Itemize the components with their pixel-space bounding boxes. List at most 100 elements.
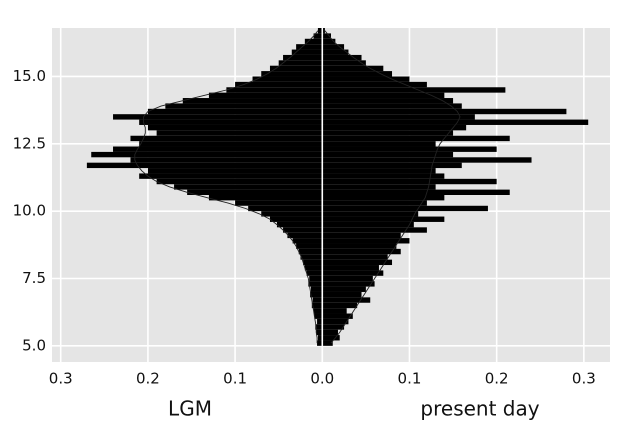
bar bbox=[322, 232, 401, 239]
bar bbox=[322, 178, 497, 185]
bar bbox=[182, 98, 323, 104]
bar bbox=[322, 318, 349, 325]
bar bbox=[322, 60, 366, 66]
bar bbox=[310, 286, 323, 292]
bar bbox=[322, 146, 497, 152]
bar bbox=[292, 238, 323, 244]
x-tick-label: 0.1 bbox=[398, 370, 422, 388]
bar bbox=[283, 54, 323, 61]
bar bbox=[252, 76, 323, 82]
bar bbox=[322, 124, 467, 131]
bar bbox=[165, 103, 323, 109]
bar bbox=[291, 49, 323, 55]
bar bbox=[322, 28, 325, 34]
axis-label: present day bbox=[420, 397, 539, 421]
bar bbox=[322, 71, 393, 77]
bar bbox=[322, 221, 414, 228]
bar bbox=[113, 114, 323, 120]
bar bbox=[322, 162, 462, 169]
bar bbox=[322, 243, 397, 249]
bar bbox=[322, 108, 567, 115]
y-tick-label: 15.0 bbox=[13, 67, 46, 85]
bar bbox=[315, 324, 323, 330]
bar bbox=[322, 335, 340, 341]
bar bbox=[269, 216, 323, 222]
bar bbox=[316, 329, 323, 336]
bar bbox=[147, 108, 323, 115]
bar bbox=[174, 184, 323, 190]
bar bbox=[226, 87, 323, 93]
bar bbox=[322, 275, 373, 282]
bar bbox=[261, 71, 323, 77]
bar bbox=[322, 302, 358, 309]
bar bbox=[317, 318, 323, 325]
bar bbox=[322, 33, 331, 39]
bar bbox=[91, 151, 323, 158]
bar bbox=[156, 178, 323, 185]
bar bbox=[322, 329, 338, 336]
bar bbox=[322, 324, 345, 330]
bar bbox=[322, 49, 349, 55]
bar bbox=[248, 205, 323, 212]
bar bbox=[313, 308, 323, 314]
bar bbox=[317, 340, 323, 346]
bar bbox=[322, 195, 445, 201]
bar bbox=[306, 270, 323, 276]
bar bbox=[322, 281, 375, 287]
density-line bbox=[134, 30, 319, 344]
bar bbox=[276, 221, 323, 228]
bar bbox=[139, 119, 323, 125]
x-tick-label: 0.0 bbox=[310, 370, 334, 388]
bar bbox=[322, 297, 371, 303]
bar bbox=[235, 81, 323, 88]
bar bbox=[322, 141, 436, 147]
bar bbox=[322, 184, 436, 190]
bar bbox=[303, 259, 323, 266]
y-tick-label: 5.0 bbox=[22, 336, 46, 354]
bar bbox=[322, 248, 401, 255]
bar bbox=[130, 157, 323, 163]
bar bbox=[322, 189, 510, 195]
bar bbox=[269, 65, 323, 72]
y-tick-label: 12.5 bbox=[13, 134, 46, 152]
bar bbox=[147, 124, 323, 131]
bar bbox=[187, 189, 323, 195]
bar bbox=[322, 151, 454, 158]
bar bbox=[322, 119, 589, 125]
bar bbox=[322, 259, 393, 266]
bar bbox=[322, 227, 427, 233]
bar bbox=[322, 92, 445, 99]
bar bbox=[322, 211, 419, 217]
bar bbox=[156, 130, 323, 136]
bar bbox=[322, 173, 445, 179]
bar bbox=[322, 65, 384, 72]
x-tick-label: 0.2 bbox=[485, 370, 509, 388]
bar bbox=[322, 308, 347, 314]
bar bbox=[322, 130, 454, 136]
x-tick-label: 0.2 bbox=[136, 370, 160, 388]
bar bbox=[313, 33, 323, 39]
density-line bbox=[324, 30, 461, 344]
bar bbox=[300, 254, 323, 260]
bar bbox=[322, 103, 462, 109]
bar bbox=[322, 270, 384, 276]
bar bbox=[314, 313, 323, 319]
bar bbox=[261, 211, 323, 217]
bar bbox=[322, 157, 532, 163]
bar bbox=[312, 297, 323, 303]
bar bbox=[283, 227, 323, 233]
bar bbox=[278, 60, 323, 66]
bar bbox=[322, 168, 436, 174]
bar bbox=[298, 248, 323, 255]
bar bbox=[322, 216, 445, 222]
bar bbox=[287, 232, 323, 239]
bar bbox=[322, 38, 336, 45]
bar bbox=[86, 162, 323, 169]
bar bbox=[235, 200, 323, 206]
axis-label: LGM bbox=[168, 397, 212, 421]
bar bbox=[322, 265, 379, 271]
bar bbox=[304, 38, 323, 45]
bar bbox=[147, 168, 323, 174]
bar bbox=[322, 135, 510, 142]
